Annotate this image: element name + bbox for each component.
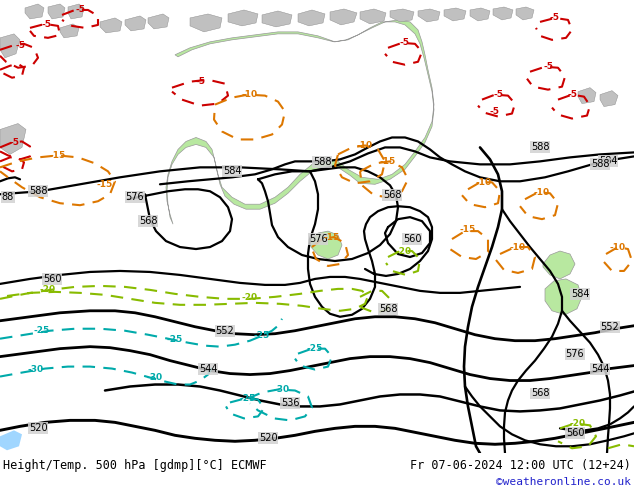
Text: 576: 576 xyxy=(126,192,145,202)
Polygon shape xyxy=(148,14,169,29)
Text: Height/Temp. 500 hPa [gdmp][°C] ECMWF: Height/Temp. 500 hPa [gdmp][°C] ECMWF xyxy=(3,459,267,472)
Text: -15: -15 xyxy=(50,151,66,160)
Text: 568: 568 xyxy=(383,190,401,200)
Text: -10: -10 xyxy=(476,178,492,187)
Text: 576: 576 xyxy=(309,234,327,244)
Text: -10: -10 xyxy=(610,243,626,251)
Polygon shape xyxy=(493,7,513,20)
Text: -20: -20 xyxy=(396,246,412,255)
Text: -5: -5 xyxy=(550,13,560,23)
Text: -15: -15 xyxy=(97,180,113,189)
Text: -5: -5 xyxy=(41,21,51,29)
Text: 588: 588 xyxy=(531,143,549,152)
Text: 552: 552 xyxy=(600,322,619,332)
Text: -10: -10 xyxy=(357,141,373,150)
Text: -25: -25 xyxy=(167,335,183,344)
Text: -15: -15 xyxy=(460,224,476,234)
Polygon shape xyxy=(0,34,20,58)
Polygon shape xyxy=(60,24,79,38)
Polygon shape xyxy=(228,10,258,26)
Polygon shape xyxy=(543,251,575,279)
Text: 568: 568 xyxy=(139,216,157,226)
Text: 552: 552 xyxy=(216,326,235,336)
Text: -5: -5 xyxy=(489,107,499,116)
Text: -20: -20 xyxy=(570,419,586,428)
Text: 584: 584 xyxy=(598,156,618,167)
Text: -20: -20 xyxy=(40,285,56,294)
Text: -10: -10 xyxy=(242,90,258,99)
Text: -5: -5 xyxy=(493,90,503,99)
Text: -10: -10 xyxy=(510,243,526,251)
Text: 588: 588 xyxy=(29,186,48,196)
Polygon shape xyxy=(125,16,146,31)
Text: -30: -30 xyxy=(147,373,163,382)
Text: -15: -15 xyxy=(380,157,396,166)
Text: 568: 568 xyxy=(531,389,549,398)
Text: ©weatheronline.co.uk: ©weatheronline.co.uk xyxy=(496,477,631,487)
Text: -5: -5 xyxy=(75,5,85,15)
Polygon shape xyxy=(262,11,292,27)
Text: -25: -25 xyxy=(307,344,323,353)
Text: -25: -25 xyxy=(254,331,270,340)
Text: 520: 520 xyxy=(259,433,277,443)
Polygon shape xyxy=(0,123,26,154)
Text: -5: -5 xyxy=(543,62,553,71)
Polygon shape xyxy=(418,9,440,22)
Polygon shape xyxy=(360,9,386,24)
Text: 588: 588 xyxy=(591,159,609,170)
Text: -5: -5 xyxy=(567,90,577,99)
Polygon shape xyxy=(190,14,222,32)
Polygon shape xyxy=(330,9,357,25)
Polygon shape xyxy=(470,8,490,21)
Text: 584: 584 xyxy=(223,166,242,176)
Polygon shape xyxy=(516,7,534,20)
Text: 560: 560 xyxy=(566,428,585,439)
Text: -20: -20 xyxy=(242,294,258,302)
Text: 576: 576 xyxy=(566,348,585,359)
Text: -30: -30 xyxy=(274,385,290,394)
Text: -5: -5 xyxy=(195,77,205,86)
Text: 88: 88 xyxy=(2,192,14,202)
Polygon shape xyxy=(545,279,582,315)
Text: -10: -10 xyxy=(534,188,550,197)
Polygon shape xyxy=(390,9,414,22)
Text: 584: 584 xyxy=(571,289,589,299)
Text: 588: 588 xyxy=(313,157,331,168)
Text: 536: 536 xyxy=(281,398,299,409)
Text: 560: 560 xyxy=(42,274,61,284)
Text: -5: -5 xyxy=(15,41,25,50)
Text: -15: -15 xyxy=(324,233,340,242)
Text: -25: -25 xyxy=(34,326,50,335)
Polygon shape xyxy=(0,430,22,450)
Text: -5: -5 xyxy=(10,138,20,147)
Text: Fr 07-06-2024 12:00 UTC (12+24): Fr 07-06-2024 12:00 UTC (12+24) xyxy=(410,459,631,472)
Text: 544: 544 xyxy=(591,364,609,373)
Polygon shape xyxy=(298,10,325,26)
Polygon shape xyxy=(68,4,84,19)
Polygon shape xyxy=(48,4,65,19)
Text: -30: -30 xyxy=(28,365,44,374)
Polygon shape xyxy=(100,18,122,33)
Polygon shape xyxy=(310,231,342,259)
Text: -5: -5 xyxy=(400,38,410,48)
Polygon shape xyxy=(444,8,466,21)
Text: 544: 544 xyxy=(198,364,217,373)
Text: 568: 568 xyxy=(378,304,398,314)
Polygon shape xyxy=(166,20,434,224)
Polygon shape xyxy=(600,91,618,107)
Polygon shape xyxy=(578,88,596,103)
Text: 560: 560 xyxy=(403,234,421,244)
Text: -25: -25 xyxy=(240,394,256,403)
Polygon shape xyxy=(25,4,44,19)
Text: 520: 520 xyxy=(29,423,48,433)
